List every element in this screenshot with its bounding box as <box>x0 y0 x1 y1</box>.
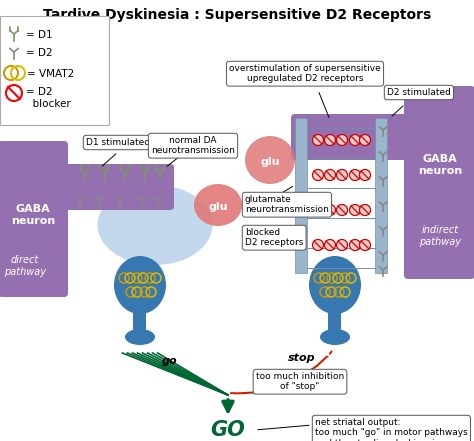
Circle shape <box>359 239 371 250</box>
Circle shape <box>359 205 371 216</box>
Text: GABA
neuron: GABA neuron <box>418 154 462 176</box>
Text: glu: glu <box>208 202 228 212</box>
Text: D1 stimulated: D1 stimulated <box>86 138 150 147</box>
Text: = VMAT2: = VMAT2 <box>27 69 74 79</box>
FancyBboxPatch shape <box>0 16 109 125</box>
Text: = D2
  blocker: = D2 blocker <box>26 87 71 108</box>
Text: DA: DA <box>131 348 149 358</box>
Text: go: go <box>162 356 178 366</box>
Circle shape <box>359 169 371 180</box>
Circle shape <box>349 169 361 180</box>
Ellipse shape <box>309 256 361 314</box>
Text: too much inhibition
of "stop": too much inhibition of "stop" <box>256 372 344 392</box>
FancyBboxPatch shape <box>291 114 419 160</box>
Circle shape <box>325 135 336 146</box>
Bar <box>375 118 387 273</box>
Circle shape <box>337 239 347 250</box>
FancyBboxPatch shape <box>404 86 474 279</box>
Text: overstimulation of supersensitive
upregulated D2 receptors: overstimulation of supersensitive upregu… <box>229 64 381 83</box>
FancyBboxPatch shape <box>0 141 68 297</box>
Text: blocked
D2 receptors: blocked D2 receptors <box>245 228 303 247</box>
Circle shape <box>349 135 361 146</box>
Circle shape <box>312 205 323 216</box>
Text: = D2: = D2 <box>26 48 53 58</box>
Text: net striatal output:
too much "go" in motor pathways
and thus tardive dyskinesia: net striatal output: too much "go" in mo… <box>315 418 468 441</box>
Text: glu: glu <box>260 157 280 167</box>
Bar <box>133 302 146 332</box>
Bar <box>295 118 307 273</box>
Text: indirect
pathway: indirect pathway <box>419 225 461 247</box>
Bar <box>328 302 341 332</box>
Circle shape <box>312 239 323 250</box>
Circle shape <box>359 135 371 146</box>
Circle shape <box>325 169 336 180</box>
Text: normal DA
neurotransmission: normal DA neurotransmission <box>151 136 235 155</box>
Text: glutamate
neurotransmission: glutamate neurotransmission <box>245 195 329 214</box>
Ellipse shape <box>125 329 155 345</box>
Circle shape <box>6 85 22 101</box>
Text: D2 stimulated: D2 stimulated <box>387 88 451 97</box>
Circle shape <box>337 135 347 146</box>
Circle shape <box>325 205 336 216</box>
Text: Tardive Dyskinesia : Supersensitive D2 Receptors: Tardive Dyskinesia : Supersensitive D2 R… <box>43 8 431 22</box>
Ellipse shape <box>320 329 350 345</box>
Ellipse shape <box>194 184 242 226</box>
FancyBboxPatch shape <box>56 164 174 210</box>
Circle shape <box>337 169 347 180</box>
Circle shape <box>349 205 361 216</box>
Text: direct
pathway: direct pathway <box>4 255 46 277</box>
Circle shape <box>312 135 323 146</box>
Text: GABA
neuron: GABA neuron <box>11 204 55 226</box>
Text: stop: stop <box>288 353 316 363</box>
Ellipse shape <box>245 136 295 184</box>
Circle shape <box>312 169 323 180</box>
Circle shape <box>337 205 347 216</box>
Text: = D1: = D1 <box>26 30 53 40</box>
Text: GO: GO <box>210 420 246 440</box>
Text: DA: DA <box>326 348 344 358</box>
Circle shape <box>325 239 336 250</box>
Ellipse shape <box>114 256 166 314</box>
Circle shape <box>349 239 361 250</box>
Ellipse shape <box>98 185 212 265</box>
